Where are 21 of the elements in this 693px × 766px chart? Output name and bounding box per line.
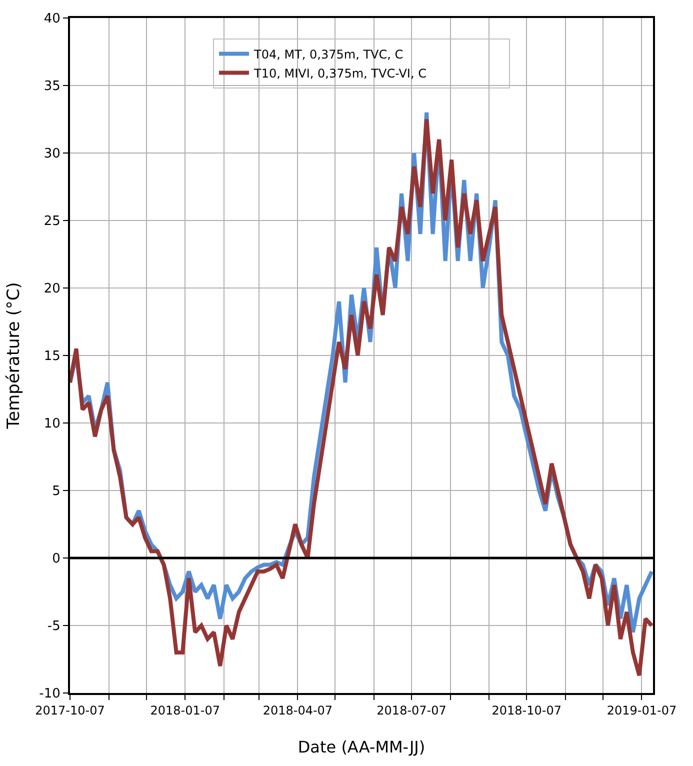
y-tick-label: 40 bbox=[44, 12, 60, 27]
legend-label: T04, MT, 0,375m, TVC, C bbox=[253, 47, 404, 62]
y-tick-label: 15 bbox=[44, 349, 60, 364]
x-tick-label: 2018-04-07 bbox=[262, 703, 333, 718]
y-tick-label: 20 bbox=[44, 282, 60, 297]
x-tick-label: 2018-07-07 bbox=[376, 703, 446, 718]
y-tick-label: 10 bbox=[44, 416, 60, 432]
y-tick-label: 35 bbox=[44, 79, 60, 94]
x-tick-label: 2017-10-07 bbox=[35, 703, 105, 718]
x-tick-label: 2018-10-07 bbox=[492, 703, 562, 718]
x-axis-title: Date (AA-MM-JJ) bbox=[298, 738, 426, 757]
x-tick-label: 2019-01-07 bbox=[606, 703, 677, 718]
y-tick-label: -10 bbox=[39, 686, 60, 702]
y-axis-title: Température (°C) bbox=[4, 282, 24, 430]
y-tick-label: 25 bbox=[44, 214, 60, 230]
y-tick-label: 0 bbox=[52, 552, 60, 567]
y-tick-label: 5 bbox=[52, 484, 60, 500]
y-tick-label: -5 bbox=[47, 619, 60, 634]
x-tick-label: 2018-01-07 bbox=[150, 703, 220, 718]
y-tick-label: 30 bbox=[44, 146, 60, 162]
legend-label: T10, MIVI, 0,375m, TVC-VI, C bbox=[253, 66, 426, 80]
